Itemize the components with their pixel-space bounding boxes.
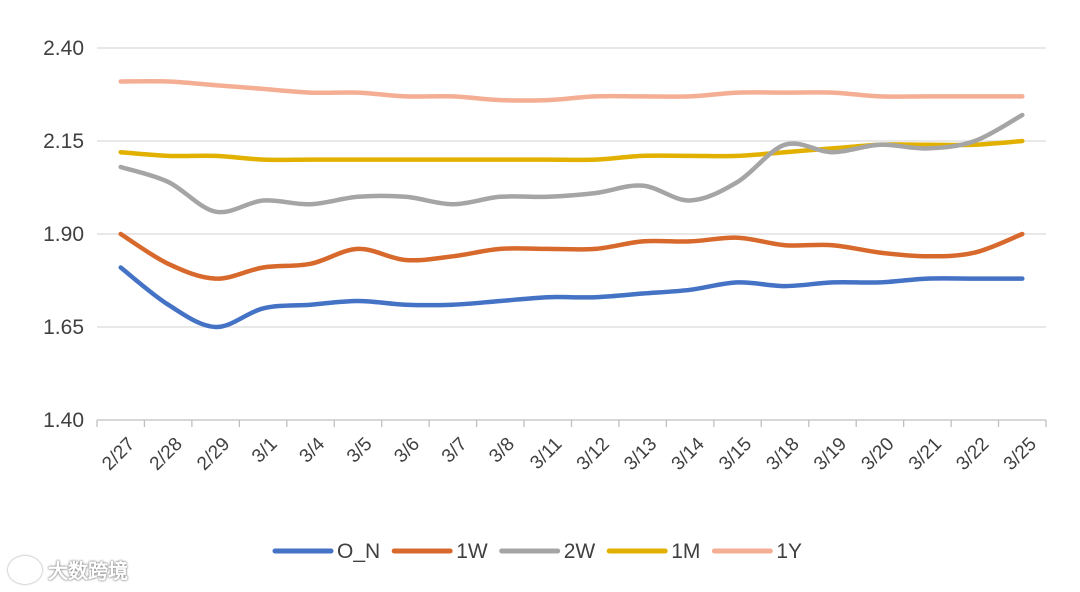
x-tick-label: 3/14 [668, 433, 709, 474]
x-axis-ticks: 2/27 2/28 2/29 3/1 3/4 3/5 3/6 3/7 3/8 3/11 3/12 3/… [98, 433, 1041, 474]
y-tick-label: 1.40 [43, 409, 84, 432]
x-tick-label: 3/12 [573, 434, 614, 475]
x-tick-label: 3/22 [952, 434, 993, 475]
series-line-o-n [118, 265, 1025, 330]
x-tick-label: 3/25 [1000, 434, 1041, 475]
legend: O_N 1W 2W 1M 1Y [272, 540, 802, 563]
x-tick-label: 3/6 [390, 434, 424, 468]
x-tick-label: 3/8 [485, 434, 519, 468]
x-tick-label: 3/21 [905, 434, 946, 475]
grid-lines [97, 47, 1046, 328]
y-tick-label: 2.15 [43, 130, 84, 153]
y-tick-label: 1.65 [43, 316, 84, 339]
x-axis [96, 419, 1047, 427]
x-tick-label: 3/5 [343, 434, 377, 468]
x-tick-label: 2/28 [146, 434, 187, 475]
x-tick-label: 2/27 [98, 434, 139, 475]
series-lines [118, 78, 1025, 330]
x-tick-label: 3/4 [296, 433, 330, 467]
x-tick-label: 3/15 [715, 434, 756, 475]
legend-label: O_N [337, 540, 380, 563]
legend-label: 1Y [776, 540, 802, 563]
y-axis-ticks: 1.40 1.65 1.90 2.15 2.40 [43, 37, 84, 432]
legend-label: 1M [671, 540, 700, 563]
series-line-1y [118, 78, 1025, 103]
x-tick-label: 3/1 [248, 434, 282, 468]
watermark-text: 大数跨境 [48, 561, 128, 583]
legend-label: 2W [564, 540, 596, 563]
series-line-1w [118, 231, 1025, 281]
series-line-2w [118, 112, 1025, 215]
legend-label: 1W [456, 540, 488, 563]
x-tick-label: 3/18 [763, 434, 804, 475]
x-tick-label: 3/20 [858, 434, 899, 475]
y-tick-label: 2.40 [43, 37, 84, 60]
logo-icon [8, 555, 42, 584]
x-tick-label: 2/29 [193, 434, 234, 475]
x-tick-label: 3/11 [526, 434, 566, 474]
y-tick-label: 1.90 [43, 223, 84, 246]
x-tick-label: 3/7 [438, 434, 472, 468]
x-tick-label: 3/19 [810, 434, 851, 475]
watermark: 大数跨境 [8, 555, 128, 584]
x-tick-label: 3/13 [620, 434, 661, 475]
